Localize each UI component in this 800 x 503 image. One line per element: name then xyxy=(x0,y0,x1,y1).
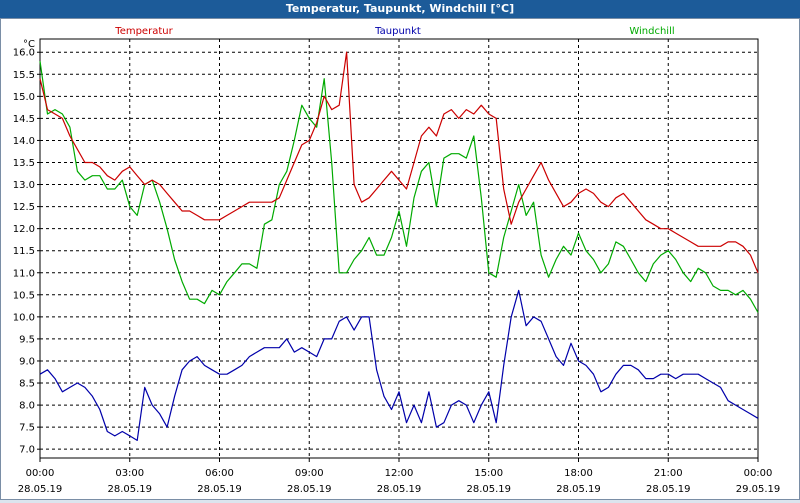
y-tick-label: 12.0 xyxy=(13,224,35,235)
legend-item-taupunkt: Taupunkt xyxy=(374,26,421,37)
y-tick-label: 14.5 xyxy=(13,114,35,125)
y-tick-label: 8.0 xyxy=(19,401,35,412)
chart-frame: 16.0 15.5 15.0 14.5 14.0 13.5 13.0 12.5 12.0 11.5… xyxy=(0,18,800,500)
chart-title: Temperatur, Taupunkt, Windchill [°C] xyxy=(0,0,800,18)
x-tick-date-label: 28.05.19 xyxy=(287,484,332,495)
series-group xyxy=(39,51,759,441)
x-tick-time-label: 06:00 xyxy=(205,468,234,479)
x-tick-time-label: 03:00 xyxy=(115,468,144,479)
x-tick-date-label: 28.05.19 xyxy=(107,484,152,495)
legend: Temperatur Taupunkt Windchill xyxy=(114,26,674,37)
x-tick-time-label: 21:00 xyxy=(654,468,683,479)
x-tick-date-label: 28.05.19 xyxy=(556,484,601,495)
x-tick-date-label: 28.05.19 xyxy=(646,484,691,495)
x-tick-date-label: 28.05.19 xyxy=(466,484,511,495)
y-tick-label: 11.5 xyxy=(13,246,35,257)
series-line-temperatur xyxy=(39,51,759,274)
legend-item-windchill: Windchill xyxy=(629,26,674,37)
y-tick-label: 9.0 xyxy=(19,356,35,367)
y-tick-label: 7.5 xyxy=(19,423,35,434)
temperature-chart: 16.0 15.5 15.0 14.5 14.0 13.5 13.0 12.5 12.0 11.5… xyxy=(13,26,781,495)
y-tick-label: 10.5 xyxy=(13,290,35,301)
y-tick-label: 9.5 xyxy=(19,334,35,345)
y-tick-label: 12.5 xyxy=(13,202,35,213)
y-tick-label: 15.0 xyxy=(13,92,35,103)
x-tick-date-label: 29.05.19 xyxy=(736,484,781,495)
x-tick-time-label: 15:00 xyxy=(474,468,503,479)
y-tick-label: 16.0 xyxy=(13,48,35,59)
y-tick-label: 11.0 xyxy=(13,268,35,279)
legend-item-temperatur: Temperatur xyxy=(114,26,173,37)
y-tick-label: 10.0 xyxy=(13,312,35,323)
x-tick-date-label: 28.05.19 xyxy=(197,484,242,495)
series-line-windchill xyxy=(39,61,759,313)
x-tick-time-label: 00:00 xyxy=(744,468,773,479)
y-tick-label: 7.0 xyxy=(19,445,35,456)
x-tick-time-label: 09:00 xyxy=(295,468,324,479)
y-tick-label: 14.0 xyxy=(13,136,35,147)
x-tick-time-label: 18:00 xyxy=(564,468,593,479)
x-tick-time-label: 00:00 xyxy=(26,468,55,479)
y-tick-label: 15.5 xyxy=(13,70,35,81)
y-tick-label: 8.5 xyxy=(19,379,35,390)
x-tick-date-label: 28.05.19 xyxy=(18,484,63,495)
y-tick-label: 13.5 xyxy=(13,158,35,169)
y-axis-unit-label: °C xyxy=(23,39,35,50)
x-tick-time-label: 12:00 xyxy=(385,468,414,479)
x-tick-date-label: 28.05.19 xyxy=(377,484,422,495)
y-tick-label: 13.0 xyxy=(13,180,35,191)
series-line-taupunkt xyxy=(39,289,759,441)
axes: 16.0 15.5 15.0 14.5 14.0 13.5 13.0 12.5 12.0 11.5… xyxy=(13,38,781,495)
grid xyxy=(40,39,758,458)
